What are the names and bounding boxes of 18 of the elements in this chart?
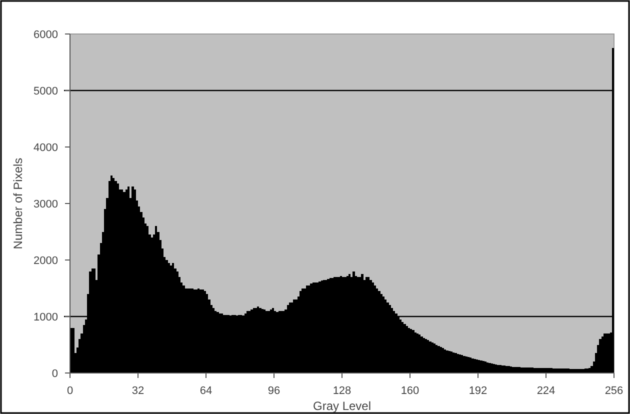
x-tick-label: 128 <box>332 385 352 397</box>
y-tick-label: 3000 <box>34 198 58 210</box>
y-tick-label: 0 <box>52 368 58 380</box>
x-tick-label: 96 <box>268 385 280 397</box>
x-tick-label: 192 <box>468 385 488 397</box>
x-tick-label: 256 <box>604 385 624 397</box>
y-tick-label: 6000 <box>34 28 58 41</box>
y-tick-label: 5000 <box>34 85 58 98</box>
x-tick-label: 224 <box>536 385 556 397</box>
x-tick-label: 32 <box>132 385 144 397</box>
y-tick-label: 2000 <box>34 254 58 267</box>
x-tick-label: 160 <box>400 385 420 397</box>
x-tick-label: 64 <box>200 385 212 397</box>
y-tick-label: 1000 <box>34 311 58 324</box>
y-tick-label: 4000 <box>34 142 58 154</box>
x-tick-label: 0 <box>66 385 74 397</box>
x-axis-title: Gray Level <box>312 399 372 413</box>
y-axis-title: Number of Pixels <box>11 158 25 250</box>
